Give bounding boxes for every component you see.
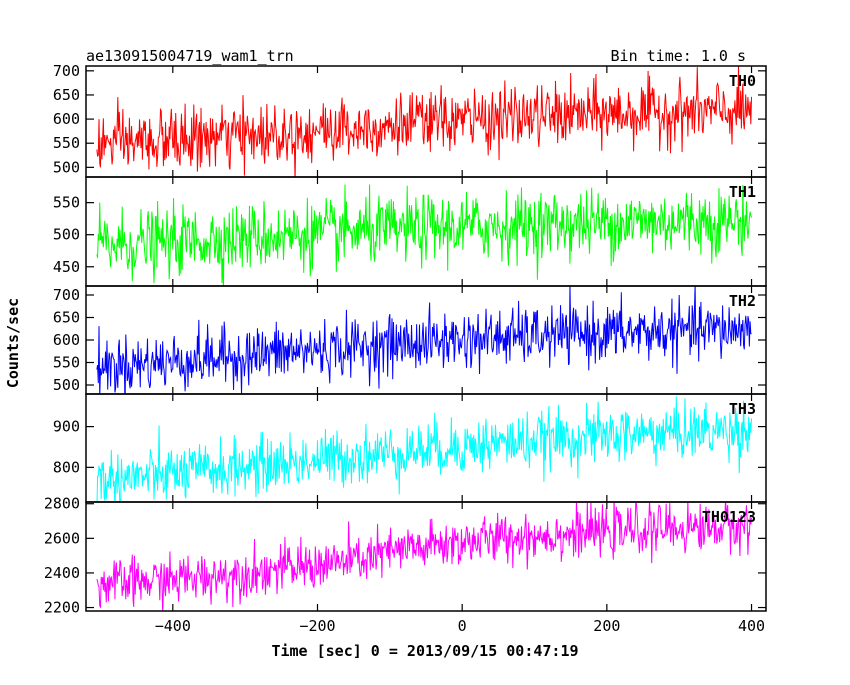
y-tick-label: 600 — [53, 331, 80, 349]
panel-frame-th0123 — [85, 501, 767, 612]
y-tick-label: 650 — [53, 86, 80, 104]
panels-layer: 500 550 600 650 700 TH0 450 500 550 TH1 500 550 600 6… — [44, 62, 767, 617]
y-tick-label: 2400 — [44, 564, 80, 582]
x-axis-label: Time [sec] 0 = 2013/09/15 00:47:19 — [271, 642, 578, 660]
channel-label-th0123: TH0123 — [702, 508, 756, 526]
x-tick-label: −200 — [299, 617, 335, 635]
chart-title: ae130915004719_wam1_trn — [86, 47, 294, 65]
y-tick-label: 550 — [53, 134, 80, 152]
y-tick-label: 650 — [53, 309, 80, 327]
y-tick-label: 2800 — [44, 495, 80, 513]
y-tick-label: 900 — [53, 418, 80, 436]
y-axis-label: Counts/sec — [4, 298, 22, 388]
series-line-th2 — [96, 286, 752, 394]
channel-label-th0: TH0 — [729, 72, 756, 90]
channel-label-th2: TH2 — [729, 292, 756, 310]
y-tick-label: 500 — [53, 376, 80, 394]
y-tick-label: 2200 — [44, 599, 80, 617]
series-line-th3 — [96, 396, 753, 502]
x-tick-label: 400 — [738, 617, 765, 635]
panel-th0123: 2200 2400 2600 2800 TH0123 — [44, 495, 767, 617]
channel-label-th3: TH3 — [729, 400, 756, 418]
y-tick-label: 550 — [53, 354, 80, 372]
x-tick-label: 0 — [458, 617, 467, 635]
panel-th3: 800 900 TH3 — [53, 393, 767, 503]
panel-frame-th1 — [85, 176, 767, 287]
y-tick-label: 2600 — [44, 529, 80, 547]
x-tick-labels: −400 −200 0 200 400 — [155, 617, 765, 635]
x-tick-label: 200 — [593, 617, 620, 635]
y-tick-label: 700 — [53, 62, 80, 80]
series-line-th0123 — [96, 502, 753, 611]
panel-th1: 450 500 550 TH1 — [53, 176, 767, 287]
y-tick-label: 550 — [53, 194, 80, 212]
y-tick-label: 700 — [53, 286, 80, 304]
y-tick-label: 800 — [53, 458, 80, 476]
y-tick-label: 450 — [53, 258, 80, 276]
channel-label-th1: TH1 — [729, 183, 756, 201]
series-line-th0 — [96, 66, 753, 177]
x-tick-label: −400 — [155, 617, 191, 635]
y-tick-label: 600 — [53, 110, 80, 128]
series-line-th1 — [96, 184, 753, 286]
y-tick-label: 500 — [53, 226, 80, 244]
bin-time-label: Bin time: 1.0 s — [611, 47, 746, 65]
y-tick-label: 500 — [53, 158, 80, 176]
panel-th0: 500 550 600 650 700 TH0 — [53, 62, 767, 178]
